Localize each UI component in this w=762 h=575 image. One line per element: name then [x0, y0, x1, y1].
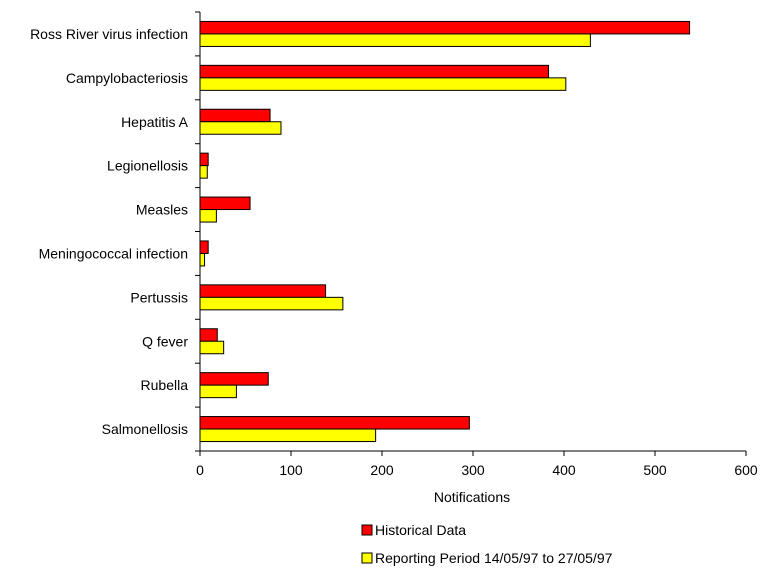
category-label: Pertussis — [130, 289, 188, 305]
bar-historical — [199, 152, 209, 167]
bar-historical — [199, 284, 327, 298]
category-label: Q fever — [142, 333, 188, 349]
category-label: Rubella — [141, 377, 189, 393]
category-labels: Ross River virus infection Campylobacteri… — [30, 26, 189, 437]
legend-label: Reporting Period 14/05/97 to 27/05/97 — [375, 550, 613, 566]
bar-reporting — [199, 165, 208, 179]
legend: Historical Data Reporting Period 14/05/97… — [361, 522, 613, 566]
bar-historical — [199, 416, 470, 430]
x-tick-label: 500 — [643, 462, 667, 478]
x-tick-labels: 0 100 200 300 400 500 600 — [196, 462, 758, 478]
x-axis-title: Notifications — [434, 489, 510, 505]
bar-historical — [199, 328, 218, 342]
bar-historical — [199, 64, 550, 79]
bar-reporting — [199, 121, 282, 135]
category-label: Salmonellosis — [102, 421, 188, 437]
category-label: Hepatitis A — [121, 114, 189, 130]
bar-reporting — [199, 384, 237, 399]
bar-historical — [199, 240, 209, 254]
x-tick-label: 100 — [279, 462, 303, 478]
x-tick-label: 600 — [734, 462, 758, 478]
bar-historical — [199, 108, 271, 123]
x-tick-label: 200 — [370, 462, 394, 478]
x-tick-label: 0 — [196, 462, 204, 478]
legend-swatch — [361, 552, 373, 564]
category-label: Ross River virus infection — [30, 26, 188, 42]
category-label: Campylobacteriosis — [66, 70, 188, 86]
x-ticks — [199, 451, 747, 456]
bar-reporting — [199, 209, 217, 223]
bar-historical — [199, 20, 691, 35]
bar-reporting — [199, 428, 377, 443]
legend-swatch — [361, 524, 373, 536]
bar-historical — [199, 196, 251, 211]
category-label: Measles — [136, 202, 188, 218]
bar-reporting — [199, 296, 344, 311]
category-ticks — [195, 11, 200, 452]
bar-reporting — [199, 252, 206, 267]
x-tick-label: 300 — [461, 462, 485, 478]
category-label: Meningococcal infection — [39, 245, 188, 261]
bar-reporting — [199, 33, 591, 47]
x-tick-label: 400 — [552, 462, 576, 478]
bar-reporting — [199, 77, 567, 91]
legend-label: Historical Data — [375, 522, 466, 538]
bar-historical — [199, 372, 269, 386]
category-label: Legionellosis — [107, 158, 188, 174]
bar-reporting — [199, 340, 225, 355]
bars-group — [199, 20, 691, 443]
